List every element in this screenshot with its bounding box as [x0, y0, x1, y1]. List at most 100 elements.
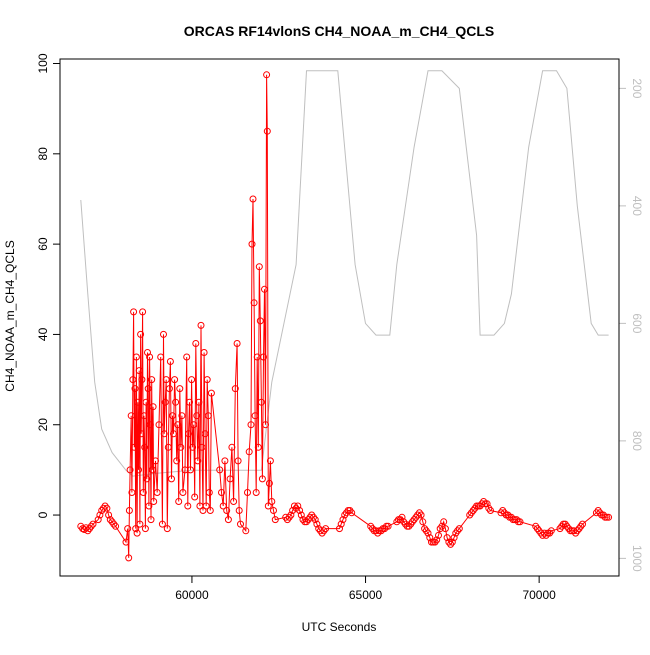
data-point	[400, 518, 408, 526]
primary-series-layer	[77, 71, 613, 562]
data-point	[573, 527, 581, 535]
data-point	[124, 525, 132, 533]
data-point	[143, 475, 151, 483]
y-tick-label: 0	[36, 511, 50, 518]
data-point	[133, 529, 141, 537]
data-point	[561, 520, 569, 528]
data-point	[148, 466, 156, 474]
data-point	[414, 511, 422, 519]
data-point	[206, 507, 214, 514]
data-point	[132, 525, 140, 533]
data-point	[147, 516, 155, 524]
data-point	[130, 308, 138, 316]
data-point	[381, 525, 389, 533]
data-point	[141, 443, 149, 451]
data-point	[131, 385, 139, 393]
data-point	[265, 479, 273, 487]
data-point	[249, 195, 257, 203]
data-point	[260, 353, 267, 361]
data-point	[87, 522, 95, 530]
data-point	[178, 412, 186, 420]
data-point	[144, 385, 152, 393]
data-point	[142, 398, 150, 406]
data-point	[262, 421, 269, 429]
chart-title: ORCAS RF14vlonS CH4_NOAA_m_CH4_QCLS	[184, 23, 494, 39]
right-tick-label: 400	[630, 196, 644, 216]
data-point	[199, 507, 207, 514]
data-point	[140, 412, 148, 420]
data-point	[177, 443, 185, 451]
y-tick-label: 20	[36, 418, 50, 432]
data-point	[203, 376, 211, 384]
data-point	[122, 538, 130, 546]
data-point	[426, 534, 434, 542]
data-point	[139, 308, 147, 316]
y-tick-label: 40	[36, 327, 50, 341]
data-point	[207, 389, 215, 397]
data-point	[235, 507, 243, 514]
data-point	[224, 516, 232, 524]
right-axis-series-layer	[80, 70, 609, 477]
data-point	[336, 525, 343, 533]
data-point	[187, 466, 194, 474]
data-point	[341, 511, 349, 519]
data-point	[245, 448, 253, 456]
x-tick-label: 70000	[522, 588, 556, 602]
data-point	[160, 330, 167, 338]
data-point	[193, 412, 201, 420]
data-point	[155, 421, 163, 429]
data-point	[294, 502, 302, 510]
data-point	[421, 525, 429, 533]
data-point	[202, 502, 210, 510]
data-point	[110, 520, 118, 528]
data-point	[160, 430, 168, 438]
data-point	[311, 516, 319, 524]
right-tick-label: 600	[630, 313, 644, 333]
data-point	[252, 489, 260, 496]
data-point	[320, 527, 328, 535]
data-point	[230, 498, 238, 505]
data-point	[487, 507, 494, 514]
data-point	[268, 498, 276, 505]
data-point	[96, 511, 104, 519]
data-point	[339, 516, 347, 524]
data-point	[162, 376, 170, 384]
data-point	[558, 522, 566, 530]
data-point	[257, 398, 265, 406]
data-point	[500, 509, 508, 517]
data-point	[103, 504, 111, 512]
data-point	[233, 340, 241, 347]
data-point	[146, 353, 154, 361]
data-point	[369, 525, 376, 533]
plot-frame	[59, 58, 620, 577]
data-point	[219, 502, 227, 510]
data-point	[533, 525, 541, 533]
data-point	[563, 522, 571, 530]
data-point	[308, 511, 316, 519]
data-point	[450, 534, 458, 542]
data-point	[303, 518, 310, 526]
data-point	[247, 421, 255, 429]
data-point	[168, 475, 175, 483]
data-point	[164, 443, 172, 451]
data-point	[80, 526, 88, 533]
right-tick-label: 1000	[630, 545, 644, 572]
data-point	[130, 443, 138, 451]
y-axis-label: CH4_NOAA_m_CH4_QCLS	[3, 240, 17, 391]
data-point	[448, 538, 456, 546]
data-point	[153, 489, 161, 496]
data-point	[384, 522, 392, 530]
data-point	[516, 518, 524, 526]
data-point	[258, 475, 266, 483]
data-point	[435, 531, 442, 539]
data-point	[218, 489, 225, 496]
data-point	[186, 398, 193, 406]
data-point	[171, 376, 179, 384]
y-tick-label: 60	[36, 237, 50, 251]
data-point	[283, 516, 291, 524]
data-point	[135, 367, 143, 375]
data-point	[125, 554, 133, 562]
data-point	[454, 527, 461, 535]
data-point	[197, 321, 205, 329]
